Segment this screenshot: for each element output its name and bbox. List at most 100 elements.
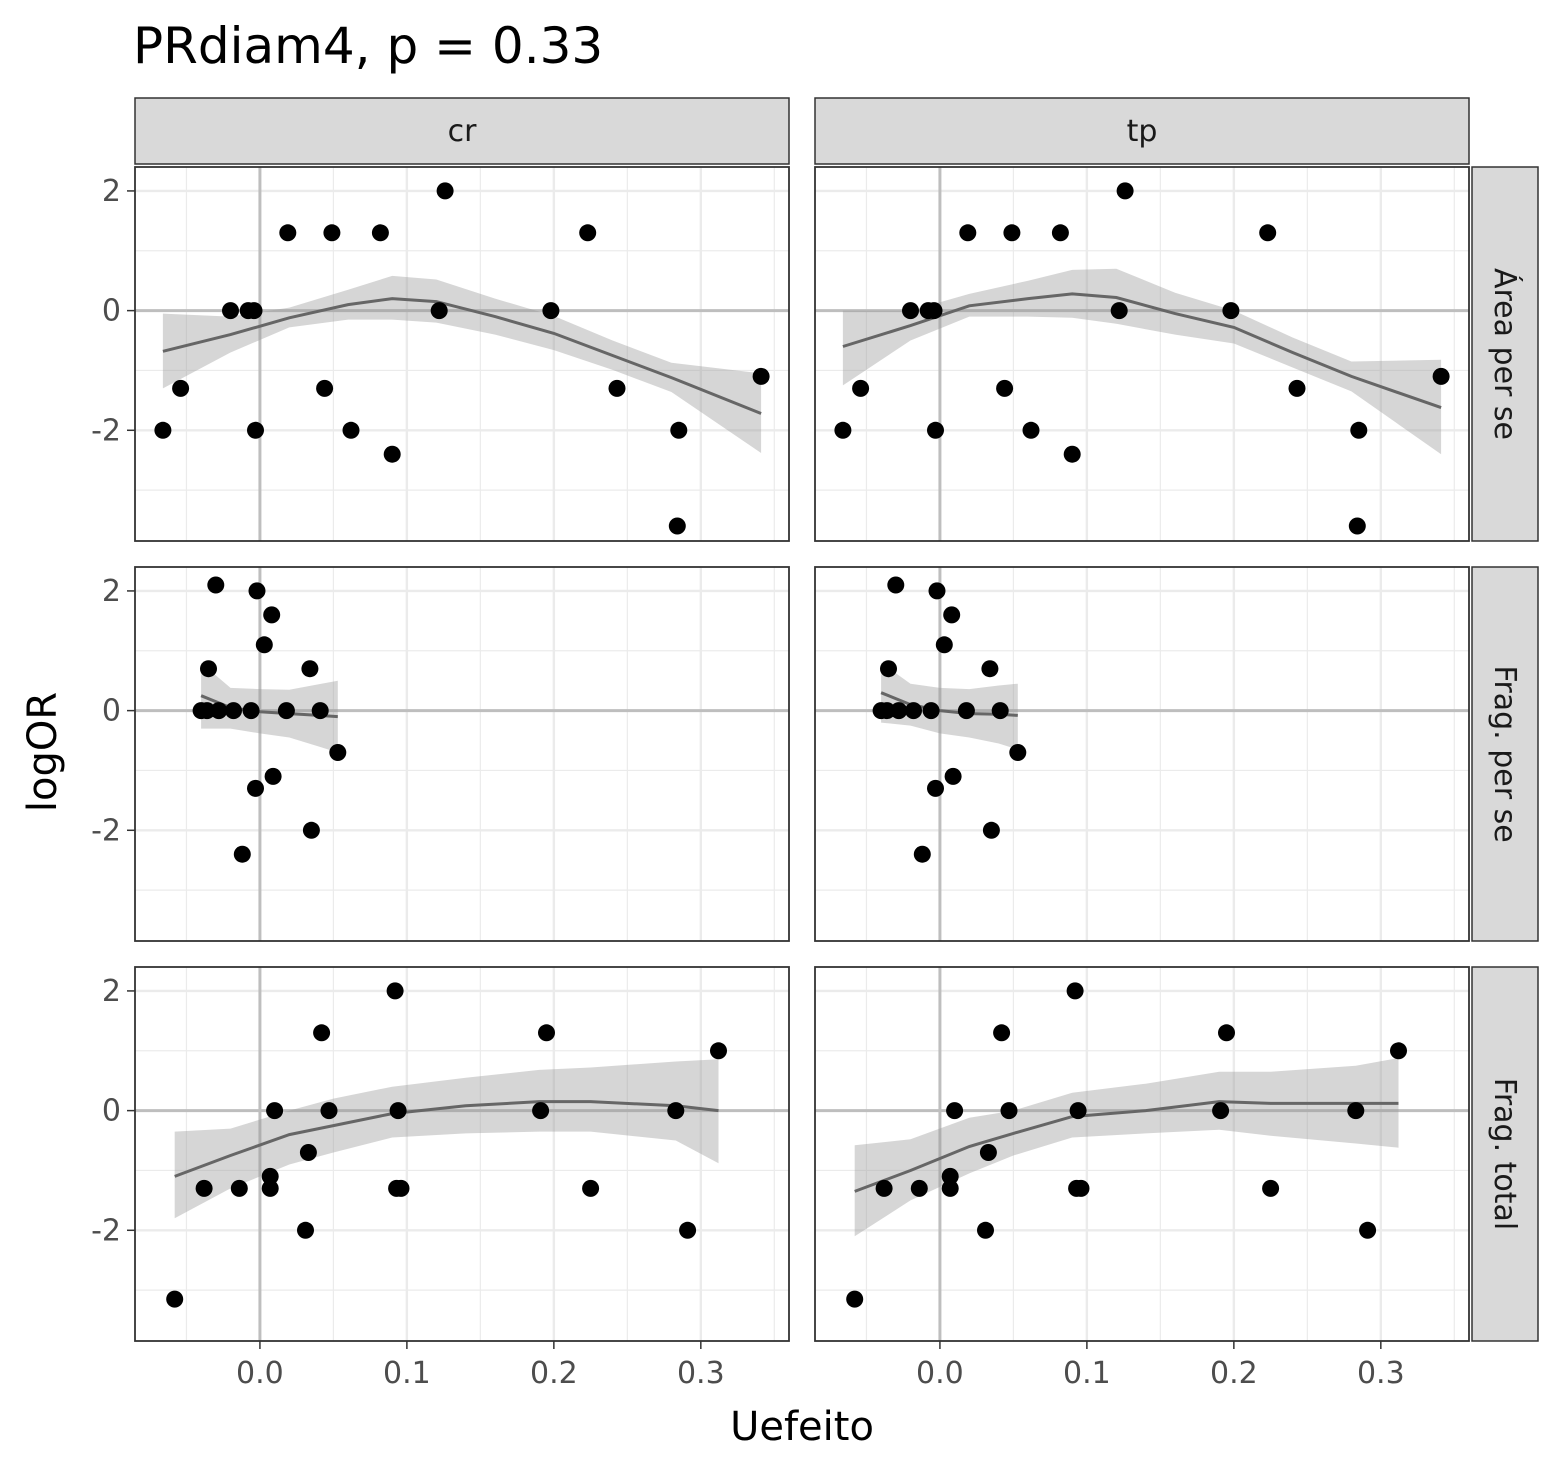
data-point: [927, 421, 944, 439]
data-point: [247, 421, 264, 439]
panel-border: [814, 566, 1470, 942]
data-point: [154, 421, 172, 439]
y-tick-label: -2: [91, 1213, 121, 1248]
data-point: [225, 702, 242, 720]
data-point: [959, 224, 977, 242]
data-point: [279, 224, 297, 242]
data-point: [667, 1102, 685, 1120]
x-tick-label: 0.0: [916, 1356, 964, 1391]
data-point: [392, 1179, 410, 1197]
data-point: [430, 302, 448, 320]
data-point: [1432, 367, 1450, 385]
panel-cr-frag-total: [134, 966, 790, 1342]
data-point: [329, 744, 347, 761]
data-point: [887, 576, 905, 594]
data-point: [1348, 517, 1366, 535]
panel-background: [815, 567, 1469, 941]
data-point: [166, 1290, 184, 1308]
facet-strip-frag-total: [1471, 966, 1539, 1342]
y-tick-label: 0: [102, 694, 121, 729]
data-point: [710, 1042, 727, 1060]
data-point: [582, 1179, 600, 1197]
data-point: [264, 767, 282, 785]
data-point: [910, 1179, 928, 1197]
data-point: [1212, 1102, 1230, 1120]
data-point: [979, 1144, 997, 1161]
confidence-ribbon: [842, 268, 1442, 455]
confidence-ribbon: [881, 662, 1018, 750]
data-point: [261, 1167, 279, 1185]
panel-cr-frag-per-se: [134, 566, 790, 942]
data-point: [944, 767, 962, 785]
panel-background: [815, 967, 1469, 1341]
facet-panels: cr tp Área per se Frag. per se Frag. total -2…: [91, 97, 1539, 1391]
facet-strip-tp: [814, 97, 1470, 165]
y-axis-title: logOR: [20, 692, 66, 812]
facet-strip-area-per-se: [1471, 166, 1539, 542]
y-tick-label: 2: [102, 174, 121, 209]
data-point: [1069, 1102, 1087, 1120]
data-point: [222, 302, 239, 320]
data-point: [846, 1290, 864, 1308]
smooth-line: [174, 1100, 719, 1178]
data-point: [922, 702, 940, 720]
data-point: [311, 702, 329, 720]
panel-background: [135, 967, 789, 1341]
data-point: [1262, 1179, 1280, 1197]
data-point: [313, 1024, 331, 1042]
data-point: [902, 302, 919, 320]
data-point: [878, 702, 896, 720]
y-tick-label: 0: [102, 294, 121, 329]
panel-border: [134, 966, 790, 1342]
data-point: [342, 421, 360, 439]
confidence-ribbon: [162, 275, 762, 453]
data-point: [1259, 224, 1277, 242]
data-point: [386, 982, 404, 1000]
panel-tp-frag-per-se: [814, 566, 1470, 942]
data-point: [608, 379, 626, 397]
data-point: [242, 702, 260, 720]
data-point: [993, 1024, 1011, 1042]
data-point: [1350, 421, 1368, 439]
y-tick-label: 0: [102, 1094, 121, 1129]
data-point: [913, 845, 931, 863]
y-tick-label: 2: [102, 974, 121, 1009]
panel-background: [135, 167, 789, 541]
data-point: [679, 1221, 697, 1239]
data-point: [670, 421, 688, 439]
data-point: [1072, 1179, 1090, 1197]
data-point: [935, 636, 953, 654]
data-point: [927, 779, 944, 797]
data-point: [880, 660, 897, 678]
smooth-line: [854, 1100, 1399, 1193]
data-point: [991, 702, 1009, 720]
smooth-line: [162, 297, 762, 415]
data-point: [941, 1167, 959, 1185]
data-point: [668, 517, 686, 535]
data-point: [297, 1221, 314, 1239]
facet-strip-label-frag-total: Frag. total: [1487, 1078, 1522, 1231]
data-point: [852, 379, 870, 397]
data-point: [436, 182, 454, 200]
panel-border: [134, 166, 790, 542]
data-point: [1116, 182, 1134, 200]
data-point: [255, 636, 273, 654]
data-point: [538, 1024, 555, 1042]
data-point: [1390, 1042, 1407, 1060]
panel-border: [814, 166, 1470, 542]
facet-strip-frag-per-se: [1471, 566, 1539, 942]
confidence-ribbon: [174, 1059, 719, 1219]
smooth-line: [842, 292, 1442, 410]
x-tick-label: 0.2: [530, 1356, 578, 1391]
panel-background: [135, 567, 789, 941]
data-point: [1222, 302, 1240, 320]
panel-border: [134, 566, 790, 942]
panel-background: [815, 167, 1469, 541]
data-point: [301, 660, 319, 678]
x-tick-label: 0.1: [1063, 1356, 1111, 1391]
data-point: [230, 1179, 248, 1197]
data-point: [266, 1102, 284, 1120]
data-point: [248, 582, 266, 600]
